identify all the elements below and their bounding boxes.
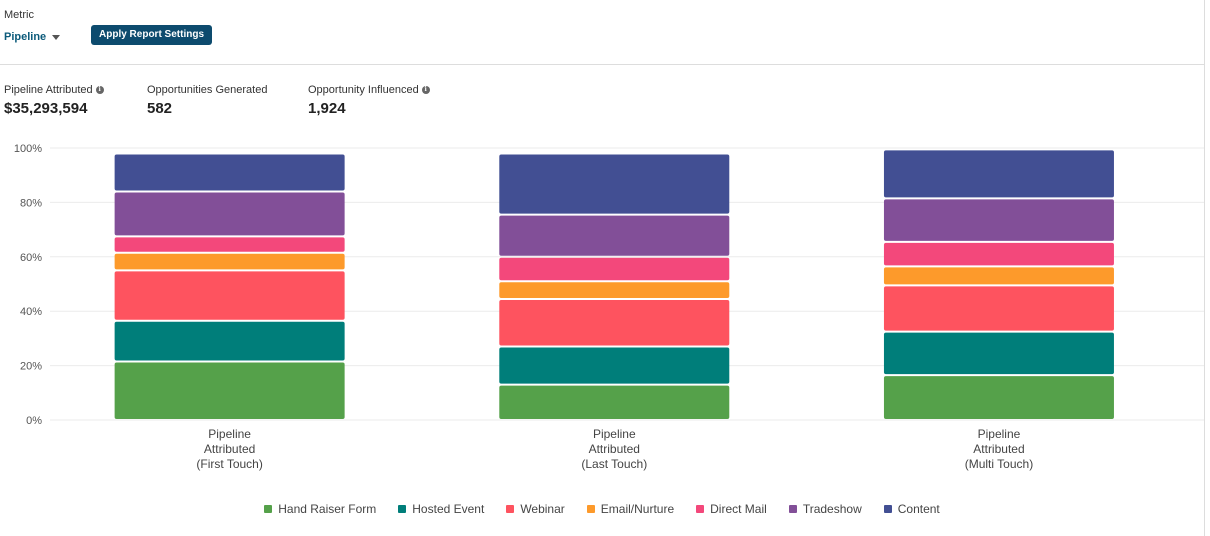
bar-segment-email-nurture[interactable] bbox=[499, 282, 730, 298]
stat-value: 1,924 bbox=[308, 100, 346, 117]
y-tick-label: 100% bbox=[14, 143, 42, 155]
bar-segment-tradeshow[interactable] bbox=[883, 199, 1114, 241]
legend-item-email-nurture[interactable]: Email/Nurture bbox=[586, 502, 675, 516]
x-tick-label: Pipeline bbox=[593, 427, 636, 441]
legend-swatch bbox=[696, 505, 705, 513]
x-tick-label: (First Touch) bbox=[196, 457, 262, 471]
x-tick-label: Pipeline bbox=[978, 427, 1021, 441]
stat-opportunity-influenced: Opportunity Influenced i 1,924 bbox=[308, 83, 430, 117]
x-tick-label: Attributed bbox=[973, 442, 1024, 456]
stat-value: 582 bbox=[147, 100, 173, 117]
legend-item-webinar[interactable]: Webinar bbox=[506, 502, 565, 516]
bar-segment-hand-raiser-form[interactable] bbox=[114, 362, 345, 419]
bar-segment-webinar[interactable] bbox=[883, 286, 1114, 331]
chevron-down-icon bbox=[52, 34, 61, 40]
stat-label: Opportunity Influenced bbox=[308, 84, 419, 96]
bar-segment-tradeshow[interactable] bbox=[114, 192, 345, 236]
legend-swatch bbox=[398, 505, 407, 513]
legend-label: Hosted Event bbox=[412, 502, 485, 516]
stat-value: $35,293,594 bbox=[4, 100, 88, 117]
stat-pipeline-attributed: Pipeline Attributed i $35,293,594 bbox=[4, 83, 104, 117]
bar-segment-direct-mail[interactable] bbox=[114, 237, 345, 252]
bar-segment-direct-mail[interactable] bbox=[499, 257, 730, 281]
bar-segment-content[interactable] bbox=[114, 154, 345, 191]
bar-segment-hosted-event[interactable] bbox=[883, 332, 1114, 375]
panel-border bbox=[1204, 0, 1205, 536]
y-tick-label: 40% bbox=[20, 306, 42, 318]
legend-label: Webinar bbox=[520, 502, 565, 516]
legend-swatch bbox=[506, 505, 515, 513]
legend-item-hand-raiser-form[interactable]: Hand Raiser Form bbox=[264, 502, 376, 516]
info-icon[interactable]: i bbox=[95, 86, 104, 94]
x-tick-label: (Last Touch) bbox=[581, 457, 647, 471]
bar-segment-content[interactable] bbox=[499, 154, 730, 214]
legend-label: Tradeshow bbox=[802, 502, 862, 516]
legend-item-tradeshow[interactable]: Tradeshow bbox=[788, 502, 862, 516]
legend-label: Direct Mail bbox=[710, 502, 767, 516]
legend-item-direct-mail[interactable]: Direct Mail bbox=[696, 502, 767, 516]
bar-segment-email-nurture[interactable] bbox=[883, 267, 1114, 285]
y-tick-label: 60% bbox=[20, 252, 42, 264]
divider bbox=[0, 64, 1204, 65]
bar-segment-tradeshow[interactable] bbox=[499, 215, 730, 256]
legend-label: Hand Raiser Form bbox=[278, 502, 377, 516]
legend-label: Email/Nurture bbox=[600, 502, 675, 516]
bar-segment-hosted-event[interactable] bbox=[499, 347, 730, 384]
legend-swatch bbox=[264, 505, 273, 513]
info-icon[interactable]: i bbox=[421, 86, 430, 94]
stacked-bar-chart: 0%20%40%60%80%100%PipelineAttributed(Fir… bbox=[14, 143, 1204, 471]
metric-value: Pipeline bbox=[4, 31, 47, 43]
stat-opportunities-generated: Opportunities Generated 582 bbox=[147, 83, 267, 117]
x-tick-label: Attributed bbox=[204, 442, 255, 456]
metric-label: Metric bbox=[4, 9, 34, 21]
y-tick-label: 0% bbox=[26, 415, 42, 427]
legend-label: Content bbox=[897, 502, 940, 516]
chart-legend: Hand Raiser Form Hosted Event Webinar Email… bbox=[0, 502, 1204, 516]
apply-report-settings-button[interactable]: Apply Report Settings bbox=[91, 25, 213, 45]
stat-label: Opportunities Generated bbox=[147, 84, 268, 96]
bar-segment-hosted-event[interactable] bbox=[114, 321, 345, 361]
metric-dropdown[interactable]: Pipeline bbox=[4, 31, 61, 43]
bar-segment-email-nurture[interactable] bbox=[114, 253, 345, 270]
x-tick-label: (Multi Touch) bbox=[965, 457, 1033, 471]
bar-segment-direct-mail[interactable] bbox=[883, 242, 1114, 266]
legend-item-content[interactable]: Content bbox=[883, 502, 940, 516]
legend-swatch bbox=[586, 505, 595, 513]
x-tick-label: Attributed bbox=[589, 442, 640, 456]
legend-swatch bbox=[788, 505, 797, 513]
x-tick-label: Pipeline bbox=[208, 427, 251, 441]
legend-item-hosted-event[interactable]: Hosted Event bbox=[398, 502, 484, 516]
bar-segment-webinar[interactable] bbox=[114, 271, 345, 320]
y-tick-label: 80% bbox=[20, 197, 42, 209]
bar-segment-content[interactable] bbox=[883, 150, 1114, 198]
y-tick-label: 20% bbox=[20, 361, 42, 373]
stat-label: Pipeline Attributed bbox=[4, 84, 93, 96]
bar-segment-webinar[interactable] bbox=[499, 299, 730, 346]
bar-segment-hand-raiser-form[interactable] bbox=[499, 385, 730, 419]
bar-segment-hand-raiser-form[interactable] bbox=[883, 376, 1114, 419]
legend-swatch bbox=[883, 505, 892, 513]
